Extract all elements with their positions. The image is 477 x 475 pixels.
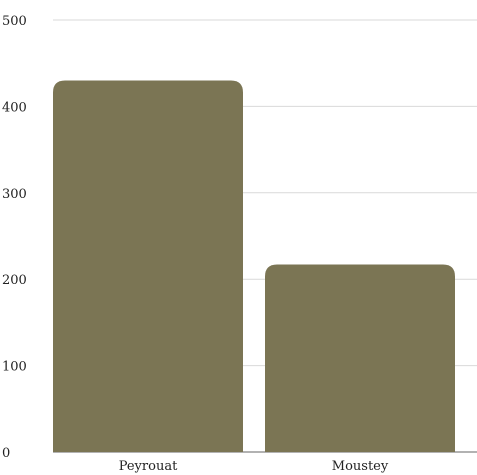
y-axis-tick-labels: 0 100 200 300 400 500	[2, 14, 27, 461]
x-axis-category-labels: Peyrouat Moustey	[119, 459, 389, 474]
y-tick-label: 400	[2, 100, 27, 115]
x-category-label: Peyrouat	[119, 459, 178, 474]
y-tick-label: 300	[2, 187, 27, 202]
bar-moustey	[265, 264, 455, 452]
y-tick-label: 500	[2, 14, 27, 29]
y-tick-label: 100	[2, 360, 27, 375]
bars	[53, 80, 455, 452]
y-tick-label: 0	[2, 446, 10, 461]
y-tick-label: 200	[2, 273, 27, 288]
x-category-label: Moustey	[332, 459, 389, 474]
bar-peyrouat	[53, 80, 243, 452]
